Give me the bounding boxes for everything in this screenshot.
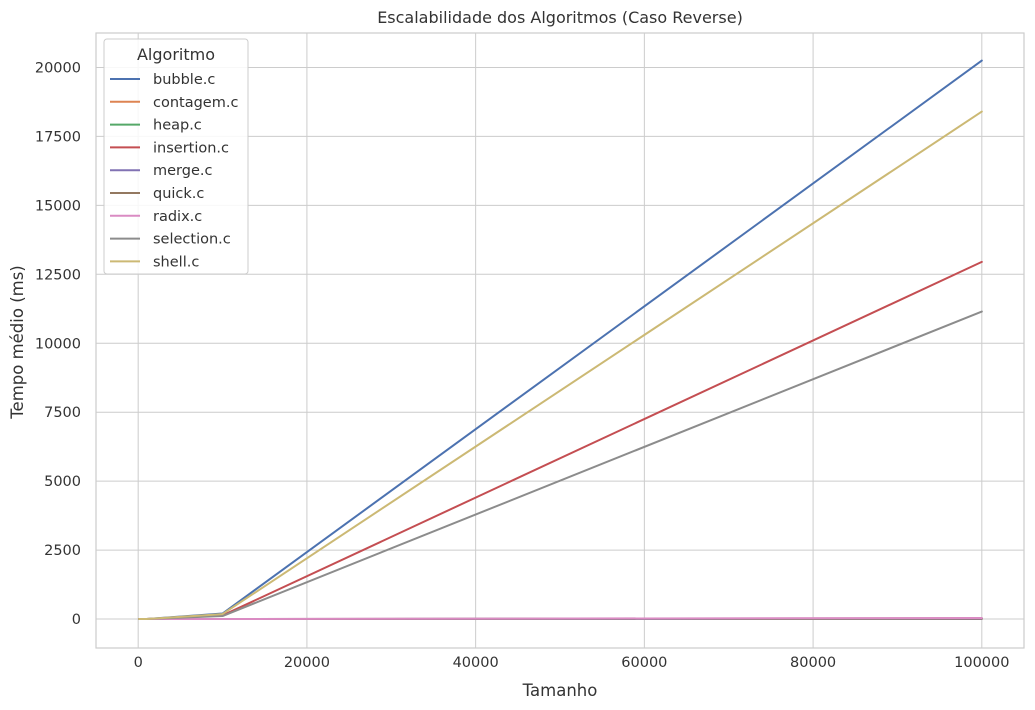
legend-label: heap.c	[153, 118, 202, 134]
y-tick-label: 2500	[44, 543, 81, 559]
x-axis-title: Tamanho	[522, 681, 598, 700]
y-tick-label: 12500	[35, 267, 81, 283]
x-tick-label: 100000	[954, 655, 1009, 671]
y-tick-label: 10000	[35, 336, 81, 352]
legend-label: bubble.c	[153, 72, 215, 88]
y-axis-ticks: 0 2500 5000 7500 10000 12500 15000 17500 20000	[35, 60, 81, 628]
legend-label: merge.c	[153, 163, 212, 179]
y-tick-label: 5000	[44, 474, 81, 490]
y-tick-label: 0	[72, 612, 81, 628]
legend-label: insertion.c	[153, 140, 229, 156]
legend-label: contagem.c	[153, 95, 238, 111]
y-axis-title: Tempo médio (ms)	[8, 265, 27, 419]
chart-title: Escalabilidade dos Algoritmos (Caso Reve…	[377, 8, 743, 27]
legend-label: selection.c	[153, 232, 231, 248]
x-tick-label: 20000	[284, 655, 330, 671]
legend-label: radix.c	[153, 209, 202, 225]
x-tick-label: 60000	[621, 655, 667, 671]
series-group	[138, 59, 983, 621]
legend-title: Algoritmo	[137, 45, 215, 64]
y-tick-label: 7500	[44, 405, 81, 421]
x-tick-label: 80000	[790, 655, 836, 671]
x-tick-label: 40000	[453, 655, 499, 671]
y-tick-label: 20000	[35, 60, 81, 76]
series-line-shell-c	[138, 110, 983, 621]
legend-label: quick.c	[153, 186, 204, 202]
grid	[96, 33, 1024, 648]
legend-items: bubble.c contagem.c heap.c insertion.c merge…	[110, 72, 238, 270]
x-tick-label: 0	[134, 655, 143, 671]
y-tick-label: 17500	[35, 129, 81, 145]
legend-label: shell.c	[153, 254, 199, 270]
legend: Algoritmo bubble.c contagem.c heap.c insert…	[103, 38, 249, 275]
plot-frame	[95, 32, 1025, 649]
series-line-radix-c	[138, 616, 983, 621]
x-axis-ticks: 0 20000 40000 60000 80000 100000	[134, 655, 1010, 671]
y-tick-label: 15000	[35, 198, 81, 214]
